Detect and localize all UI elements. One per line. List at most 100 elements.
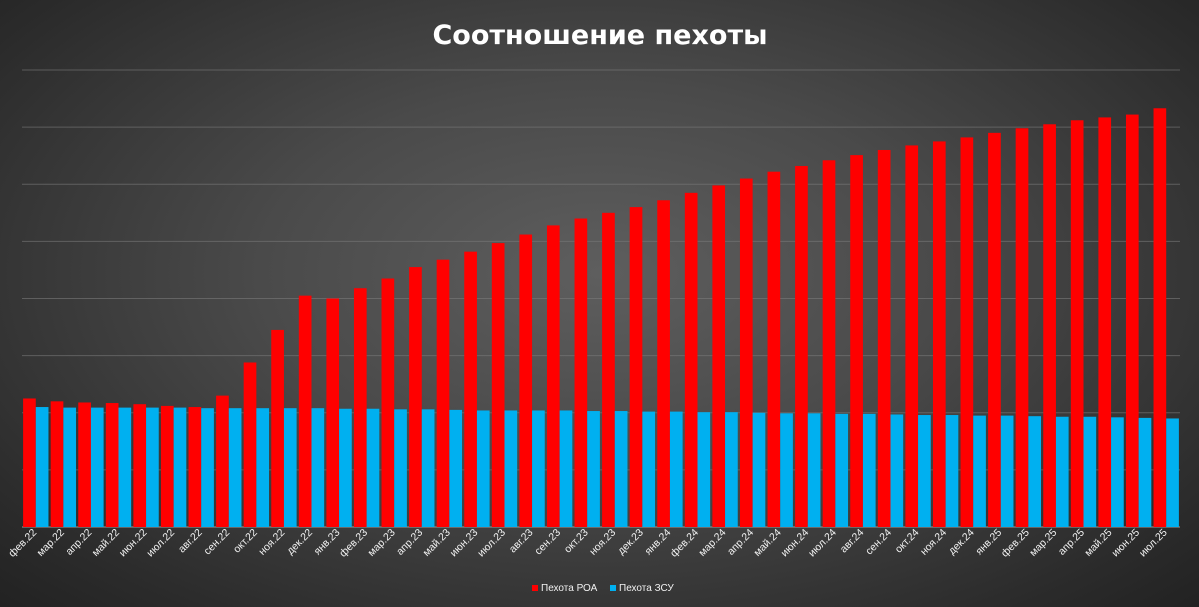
bar-roa xyxy=(546,225,560,527)
chart-title: Соотношение пехоты xyxy=(432,20,767,51)
legend-swatch xyxy=(532,585,538,591)
bar-zsu xyxy=(752,412,766,527)
bar-roa xyxy=(50,401,64,527)
bar-zsu xyxy=(835,413,849,527)
bar-roa xyxy=(739,178,753,528)
x-tick-label: май.22 xyxy=(90,527,122,559)
x-tick-label: фев.25 xyxy=(999,527,1032,560)
x-tick-label: дек.23 xyxy=(615,527,646,558)
x-tick-label: июн.25 xyxy=(1110,527,1143,560)
x-tick-label: мар.25 xyxy=(1027,527,1059,559)
x-tick-label: фев.24 xyxy=(668,527,701,560)
bar-zsu xyxy=(283,408,297,527)
bar-roa xyxy=(78,402,91,527)
x-tick-label: май.25 xyxy=(1082,527,1114,559)
bar-zsu xyxy=(862,413,876,527)
bar-zsu xyxy=(780,413,793,527)
bar-zsu xyxy=(669,411,683,527)
bar-zsu xyxy=(339,408,352,527)
bars xyxy=(23,108,1179,528)
gridlines xyxy=(22,69,1180,528)
bar-zsu xyxy=(1055,416,1069,527)
legend: Пехота РОА Пехота ЗСУ xyxy=(532,583,674,594)
bar-zsu xyxy=(146,407,159,527)
bar-roa xyxy=(602,212,615,527)
x-tick-label: июл.25 xyxy=(1137,527,1170,560)
bar-roa xyxy=(822,160,836,527)
bar-roa xyxy=(491,243,505,527)
bar-zsu xyxy=(890,414,904,527)
bar-zsu xyxy=(1111,417,1124,527)
bar-roa xyxy=(1015,128,1029,527)
x-tick-label: дек.24 xyxy=(946,527,977,558)
x-tick-label: фев.22 xyxy=(6,527,39,560)
bar-roa xyxy=(436,259,450,527)
x-axis-ticks: фев.22мар.22апр.22май.22июн.22июл.22авг.… xyxy=(6,527,1170,560)
bar-zsu xyxy=(118,407,132,527)
bar-zsu xyxy=(725,412,738,527)
x-tick-label: июл.24 xyxy=(806,527,839,560)
x-tick-label: авг.24 xyxy=(838,527,867,556)
x-tick-label: апр.23 xyxy=(394,527,425,558)
x-tick-label: ноя.24 xyxy=(918,527,949,558)
bar-roa xyxy=(105,403,119,527)
x-tick-label: авг.22 xyxy=(176,527,205,556)
x-tick-label: июн.22 xyxy=(117,527,150,560)
bar-zsu xyxy=(311,408,325,527)
bar-roa xyxy=(464,251,477,527)
bar-roa xyxy=(1070,120,1084,528)
bar-zsu xyxy=(366,408,380,527)
x-tick-label: май.24 xyxy=(752,527,784,559)
bar-zsu xyxy=(228,408,242,527)
bar-roa xyxy=(519,234,533,527)
bar-roa xyxy=(574,218,588,527)
bar-zsu xyxy=(449,409,463,527)
x-tick-label: май.23 xyxy=(421,527,453,559)
bar-roa xyxy=(932,141,946,527)
bar-zsu xyxy=(559,410,573,527)
x-tick-label: окт.23 xyxy=(562,527,591,556)
bar-roa xyxy=(188,407,202,527)
legend-swatch xyxy=(610,585,616,591)
bar-zsu xyxy=(532,410,545,527)
bar-zsu xyxy=(201,408,214,527)
bar-roa xyxy=(850,155,863,527)
x-tick-label: окт.24 xyxy=(893,527,922,556)
bar-roa xyxy=(712,185,726,527)
bar-roa xyxy=(409,267,422,527)
bar-zsu xyxy=(1028,416,1042,527)
bar-roa xyxy=(1043,124,1056,528)
bar-zsu xyxy=(35,407,49,527)
bar-zsu xyxy=(394,409,407,527)
bar-roa xyxy=(629,207,643,527)
bar-roa xyxy=(988,132,1001,527)
bar-zsu xyxy=(1138,417,1152,527)
bar-roa xyxy=(1153,108,1167,528)
bar-roa xyxy=(877,149,891,528)
bar-roa xyxy=(271,329,284,527)
bar-roa xyxy=(160,405,174,527)
bar-zsu xyxy=(918,415,931,527)
x-tick-label: фев.23 xyxy=(337,527,370,560)
x-tick-label: дек.22 xyxy=(284,527,315,558)
x-tick-label: мар.23 xyxy=(366,527,398,559)
bar-zsu xyxy=(807,413,821,527)
bar-zsu xyxy=(642,411,656,527)
x-tick-label: июн.24 xyxy=(779,527,812,560)
bar-roa xyxy=(23,398,36,527)
bar-zsu xyxy=(973,415,986,527)
x-tick-label: сен.24 xyxy=(863,527,894,558)
x-tick-label: апр.24 xyxy=(725,527,756,558)
bar-zsu xyxy=(1166,418,1179,527)
x-tick-label: окт.22 xyxy=(231,527,260,556)
legend-label: Пехота РОА xyxy=(541,583,598,594)
bar-roa xyxy=(767,171,781,527)
x-tick-label: июл.22 xyxy=(144,527,177,560)
bar-roa xyxy=(326,298,340,527)
x-tick-label: апр.25 xyxy=(1056,527,1087,558)
bar-zsu xyxy=(90,407,104,527)
bar-zsu xyxy=(173,407,187,527)
bar-roa xyxy=(795,165,808,527)
bar-zsu xyxy=(1000,415,1014,527)
